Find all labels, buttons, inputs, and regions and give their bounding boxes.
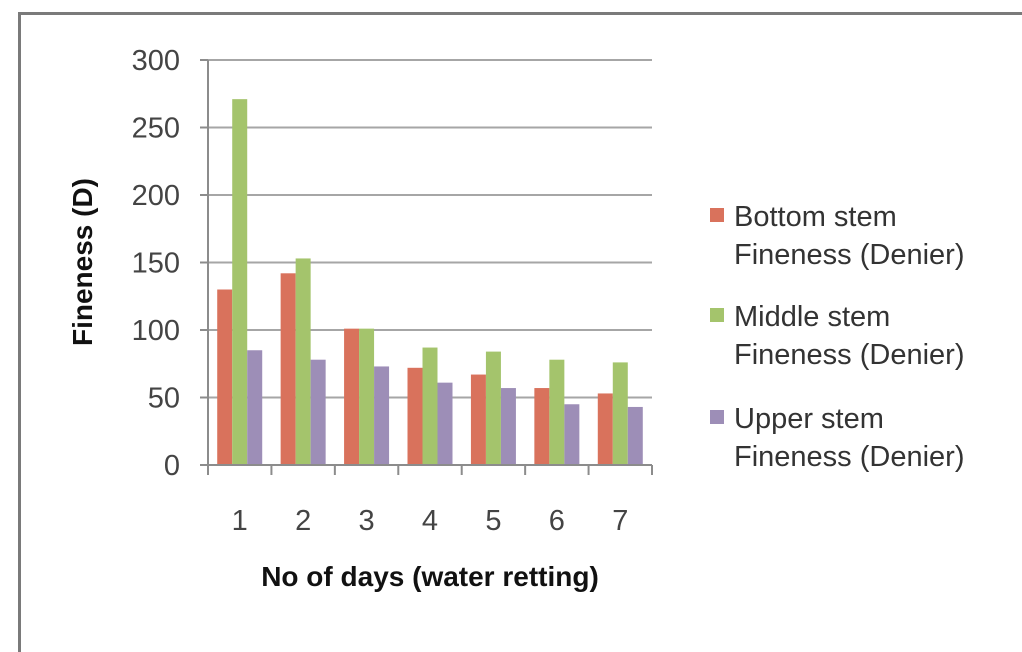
legend-swatch bbox=[710, 308, 724, 322]
bar-middle-day-3 bbox=[359, 328, 375, 465]
y-axis-title: Fineness (D) bbox=[67, 178, 98, 346]
chart-border bbox=[18, 12, 1022, 652]
y-tick-label: 150 bbox=[132, 248, 180, 280]
legend-label: Fineness (Denier) bbox=[734, 239, 964, 271]
legend-label: Fineness (Denier) bbox=[734, 339, 964, 371]
y-tick-label: 200 bbox=[132, 180, 180, 212]
x-tick-labels: 1 2 3 4 5 6 7 bbox=[232, 505, 629, 537]
y-tick-label: 50 bbox=[148, 383, 180, 415]
bar-bottom-day-2 bbox=[280, 273, 296, 465]
legend-label: Bottom stem bbox=[734, 201, 897, 233]
bar-upper-day-7 bbox=[627, 406, 643, 465]
bar-bottom-day-7 bbox=[597, 393, 613, 465]
bar-bottom-day-5 bbox=[470, 374, 486, 465]
bar-middle-day-5 bbox=[485, 351, 501, 465]
chart-stage: 0 50 100 150 200 250 300 1 2 3 4 5 6 7 No of days (w… bbox=[18, 12, 1022, 652]
legend-swatch bbox=[710, 410, 724, 424]
x-tick-label: 3 bbox=[359, 505, 375, 537]
legend-swatch bbox=[710, 208, 724, 222]
bar-upper-day-1 bbox=[247, 350, 263, 465]
gridlines bbox=[208, 59, 652, 399]
x-axis-title: No of days (water retting) bbox=[261, 561, 599, 592]
bars bbox=[217, 99, 643, 466]
x-tick-label: 1 bbox=[232, 505, 248, 537]
y-tick-labels: 0 50 100 150 200 250 300 bbox=[132, 45, 180, 482]
bar-upper-day-5 bbox=[500, 388, 516, 465]
y-tick-label: 100 bbox=[132, 315, 180, 347]
y-tick-label: 250 bbox=[132, 113, 180, 145]
legend-label: Upper stem bbox=[734, 403, 884, 435]
bar-upper-day-4 bbox=[437, 382, 453, 465]
bar-chart: 0 50 100 150 200 250 300 1 2 3 4 5 6 7 No of days (w… bbox=[67, 45, 964, 592]
bar-bottom-day-6 bbox=[534, 388, 550, 465]
bar-middle-day-1 bbox=[232, 99, 248, 466]
bar-upper-day-2 bbox=[310, 359, 326, 465]
bar-bottom-day-1 bbox=[217, 289, 233, 465]
bar-middle-day-6 bbox=[549, 359, 565, 465]
y-tick-label: 300 bbox=[132, 45, 180, 77]
legend-label: Middle stem bbox=[734, 301, 890, 333]
bar-bottom-day-4 bbox=[407, 367, 423, 465]
x-tick-label: 5 bbox=[485, 505, 501, 537]
legend: Bottom stem Fineness (Denier) Middle stem F… bbox=[710, 201, 964, 473]
y-tick-label: 0 bbox=[164, 450, 180, 482]
bar-middle-day-2 bbox=[295, 258, 311, 465]
x-tick-label: 7 bbox=[612, 505, 628, 537]
axes bbox=[200, 59, 653, 475]
legend-label: Fineness (Denier) bbox=[734, 441, 964, 473]
bar-middle-day-7 bbox=[612, 362, 628, 465]
x-tick-label: 6 bbox=[549, 505, 565, 537]
x-tick-label: 2 bbox=[295, 505, 311, 537]
x-tick-label: 4 bbox=[422, 505, 438, 537]
bar-middle-day-4 bbox=[422, 347, 438, 465]
bar-upper-day-3 bbox=[374, 366, 390, 465]
bar-bottom-day-3 bbox=[344, 328, 360, 465]
bar-upper-day-6 bbox=[564, 404, 580, 465]
